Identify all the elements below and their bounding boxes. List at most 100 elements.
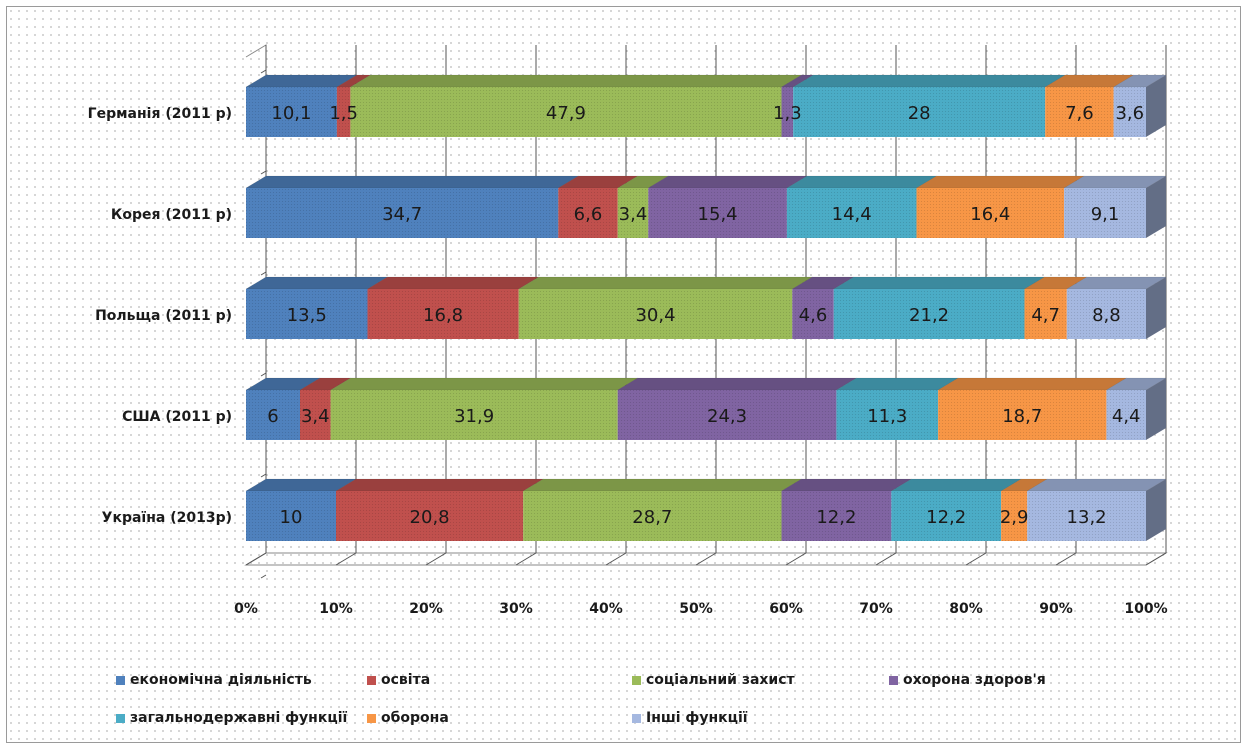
bar-texture (891, 491, 1002, 541)
category-label: Корея (2011 р) (111, 207, 232, 223)
bar-side-face (1146, 75, 1166, 137)
bar-top-face (245, 175, 580, 189)
x-axis-ticks: 0% 10% 20% 30% 40% 50% 60% 70% 80% 90% 100% (234, 601, 1168, 617)
floor-tick (335, 552, 357, 566)
bar-top-face (349, 74, 803, 88)
bar-top-face (335, 478, 545, 492)
bar-top-face (780, 478, 913, 492)
bar-texture (1027, 491, 1146, 541)
x-tick-label: 80% (949, 601, 983, 617)
data-label: 2,9 (1000, 507, 1029, 528)
data-label: 1,3 (773, 103, 802, 124)
bar-top-face (915, 175, 1086, 189)
x-tick-label: 20% (409, 601, 443, 617)
data-label: 18,7 (1002, 406, 1042, 427)
data-label: 10 (280, 507, 303, 528)
axis-tick (260, 69, 267, 74)
bar-texture (246, 87, 337, 137)
axis-tick (260, 271, 267, 276)
category-label: Германія (2011 р) (88, 106, 232, 122)
bar-texture (246, 491, 336, 541)
x-tick-label: 100% (1124, 601, 1167, 617)
bar-texture (558, 188, 618, 238)
axis-tick (260, 170, 267, 175)
floor-tick (1055, 552, 1077, 566)
bar-texture (300, 390, 331, 440)
data-label: 6,6 (574, 204, 603, 225)
bars: Германія (2011 р) 10,1 1,5 47,9 1,3 28 7,6 3,6 К… (88, 74, 1167, 541)
data-label: 16,4 (970, 204, 1010, 225)
bar-texture (336, 491, 524, 541)
bar-texture (792, 289, 834, 339)
x-tick-label: 60% (769, 601, 803, 617)
data-label: 30,4 (635, 305, 675, 326)
bar-texture (518, 289, 793, 339)
bar-texture (1001, 491, 1028, 541)
data-label: 4,7 (1031, 305, 1060, 326)
data-label: 16,8 (423, 305, 463, 326)
bar-texture (367, 289, 519, 339)
bar-texture (1066, 289, 1146, 339)
bar-texture (246, 188, 559, 238)
data-label: 8,8 (1092, 305, 1121, 326)
floor-tick (695, 552, 717, 566)
x-tick-label: 90% (1039, 601, 1073, 617)
bar-texture (1064, 188, 1146, 238)
bar-top-face (616, 377, 858, 391)
bar-texture (786, 188, 917, 238)
bar-texture (336, 87, 351, 137)
bar-texture (793, 87, 1046, 137)
data-label: 34,7 (382, 204, 422, 225)
bar-top-face (647, 175, 808, 189)
bar-side-face (1146, 277, 1166, 339)
bar-side-face (1146, 479, 1166, 541)
floor-tick (785, 552, 807, 566)
data-label: 47,9 (546, 103, 586, 124)
floor-tick (425, 552, 447, 566)
bar-top-face (832, 276, 1046, 290)
data-label: 10,1 (271, 103, 311, 124)
bar-side-face (1146, 176, 1166, 238)
x-tick-label: 40% (589, 601, 623, 617)
bar-top-face (785, 175, 938, 189)
floor-tick (875, 552, 897, 566)
x-tick-label: 50% (679, 601, 713, 617)
bar-texture (648, 188, 787, 238)
bar-texture (916, 188, 1065, 238)
bar-top-face (937, 377, 1128, 391)
bar-texture (617, 390, 837, 440)
bar-texture (1106, 390, 1146, 440)
bar-top-face (245, 276, 389, 290)
bar-texture (781, 87, 794, 137)
bar-top-face (517, 276, 814, 290)
floor-tick (515, 552, 537, 566)
bar-texture (1113, 87, 1146, 137)
data-label: 12,2 (816, 507, 856, 528)
data-label: 21,2 (909, 305, 949, 326)
bar-top-face (1026, 478, 1167, 492)
data-label: 13,2 (1067, 507, 1107, 528)
data-label: 28,7 (632, 507, 672, 528)
bar-texture (781, 491, 892, 541)
data-label: 7,6 (1065, 103, 1094, 124)
floor-tick (245, 552, 267, 566)
x-tick-label: 70% (859, 601, 893, 617)
data-label: 20,8 (410, 507, 450, 528)
floor-tick (1145, 552, 1167, 566)
bar-top-face (835, 377, 960, 391)
axis-tick (260, 574, 267, 579)
data-label: 1,5 (329, 103, 358, 124)
data-label: 3,4 (619, 204, 648, 225)
data-label: 12,2 (926, 507, 966, 528)
bar-top-face (522, 478, 803, 492)
floor-tick (965, 552, 987, 566)
data-label: 28 (908, 103, 931, 124)
bar-texture (1024, 289, 1067, 339)
bar-texture (617, 188, 649, 238)
bar-side-face (1146, 378, 1166, 440)
bar-top-face (329, 377, 639, 391)
bar-texture (246, 289, 368, 339)
bar-texture (938, 390, 1107, 440)
data-label: 3,6 (1115, 103, 1144, 124)
